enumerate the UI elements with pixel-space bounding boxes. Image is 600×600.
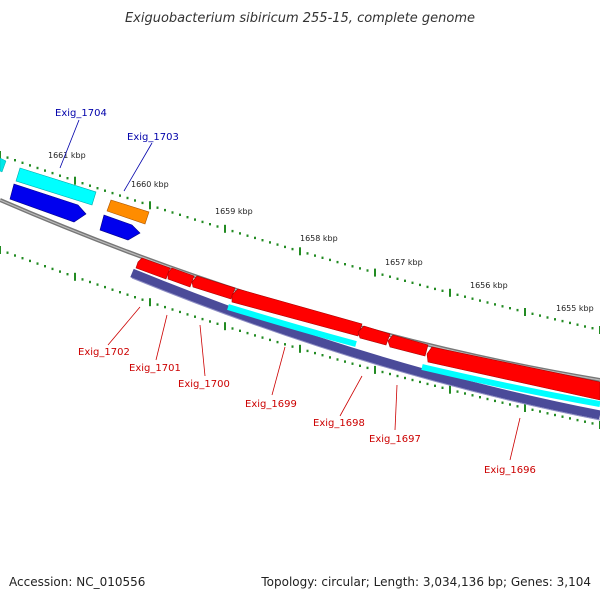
cds-exig-1704-cyan[interactable]	[15, 167, 97, 206]
cds-exig-1697[interactable]	[387, 334, 429, 357]
leader-exig-1699	[271, 346, 286, 396]
cds-exig-1704-blue[interactable]	[9, 183, 87, 223]
gene-label-exig-1704[interactable]: Exig_1704	[55, 108, 107, 119]
reverse-gene-band-edge	[131, 277, 600, 421]
scale-label-1655: 1655 kbp	[556, 304, 594, 313]
scale-label-1657: 1657 kbp	[385, 258, 423, 267]
cds-exig-1698[interactable]	[357, 325, 391, 346]
gene-label-exig-1697[interactable]: Exig_1697	[369, 434, 421, 445]
leader-exig-1698	[339, 375, 363, 417]
scale-label-1659: 1659 kbp	[215, 207, 253, 216]
cds-exig-1699[interactable]	[231, 288, 363, 337]
accession-text: Accession: NC_010556	[9, 575, 145, 589]
cds-exig-1702[interactable]	[135, 257, 171, 280]
leader-exig-1700	[199, 324, 206, 377]
gene-label-exig-1700[interactable]: Exig_1700	[178, 379, 230, 390]
topology-text: Topology: circular; Length: 3,034,136 bp…	[260, 575, 591, 589]
scale-label-1656: 1656 kbp	[470, 281, 508, 290]
leader-exig-1697	[394, 384, 398, 431]
leader-exig-1701	[155, 314, 168, 361]
cds-exig-1703-orange[interactable]	[106, 199, 150, 225]
gene-label-exig-1701[interactable]: Exig_1701	[129, 363, 181, 374]
cds-exig-1696[interactable]	[426, 346, 600, 401]
gene-label-exig-1696[interactable]: Exig_1696	[484, 465, 536, 476]
map-title: Exiguobacterium sibiricum 255-15, comple…	[125, 11, 475, 26]
gene-label-exig-1698[interactable]: Exig_1698	[313, 418, 365, 429]
cds-exig-1703-blue[interactable]	[99, 214, 141, 241]
scale-label-1661: 1661 kbp	[48, 151, 86, 160]
leader-exig-1703	[123, 142, 153, 192]
leader-exig-1696	[509, 417, 521, 461]
gene-label-exig-1703[interactable]: Exig_1703	[127, 132, 179, 143]
reverse-features	[135, 257, 600, 401]
leader-exig-1704	[59, 119, 80, 169]
reverse-cyan-band-2[interactable]	[421, 364, 600, 407]
reverse-gene-band	[130, 268, 600, 420]
scale-label-1660: 1660 kbp	[131, 180, 169, 189]
cds-exig-1700[interactable]	[191, 275, 236, 300]
gene-label-exig-1699[interactable]: Exig_1699	[245, 399, 297, 410]
scale-label-1658: 1658 kbp	[300, 234, 338, 243]
outer-tick-ring	[0, 151, 600, 334]
cds-exig-1701[interactable]	[167, 267, 195, 288]
inner-tick-ring	[0, 246, 600, 429]
leader-exig-1702	[107, 306, 141, 346]
gene-label-exig-1702[interactable]: Exig_1702	[78, 347, 130, 358]
reverse-cyan-band-1[interactable]	[227, 304, 357, 347]
forward-features	[0, 157, 150, 241]
cds-cyan-partial[interactable]	[0, 157, 7, 173]
